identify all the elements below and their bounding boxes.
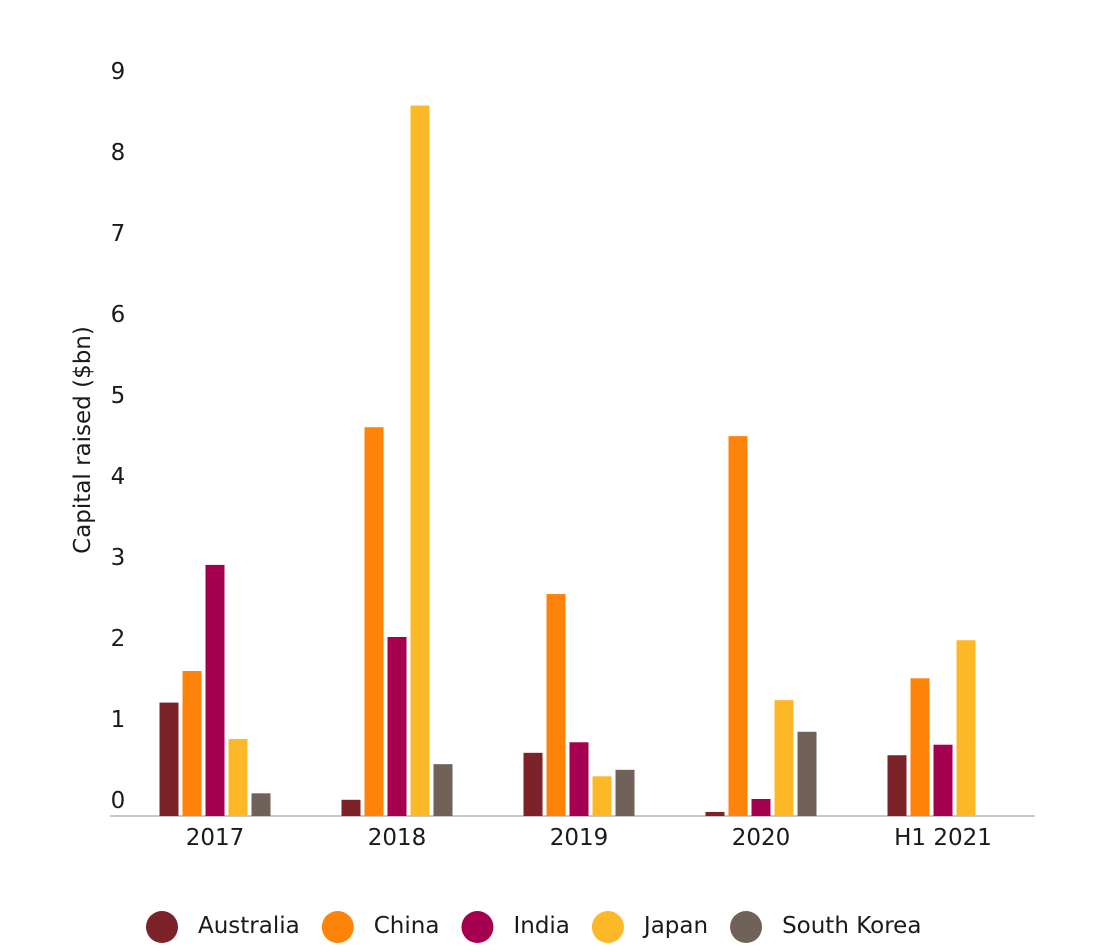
legend-label: India	[513, 913, 569, 939]
bar	[615, 769, 635, 816]
bar	[182, 671, 202, 816]
bar	[592, 776, 612, 816]
bar	[387, 636, 407, 816]
y-tick-label: 8	[111, 140, 126, 166]
y-axis-label: Capital raised ($bn)	[70, 326, 96, 554]
legend-marker	[730, 911, 763, 943]
x-tick-label: H1 2021	[894, 825, 992, 851]
y-tick-label: 4	[111, 464, 126, 490]
bar	[433, 764, 453, 816]
bar	[228, 739, 248, 816]
bar	[887, 755, 907, 816]
legend-label: Japan	[642, 913, 708, 939]
bar	[341, 799, 361, 816]
bar	[774, 700, 794, 816]
bar	[569, 742, 589, 816]
bar	[205, 564, 225, 816]
y-tick-label: 9	[111, 59, 126, 85]
y-tick-label: 0	[111, 788, 126, 814]
bar	[956, 640, 976, 816]
bar	[251, 793, 271, 816]
bar	[797, 731, 817, 816]
bar	[910, 678, 930, 816]
bar	[705, 811, 725, 816]
y-tick-label: 6	[111, 302, 126, 328]
legend-label: South Korea	[782, 913, 921, 939]
legend-marker	[146, 911, 178, 943]
y-tick-label: 3	[111, 545, 126, 571]
legend-label: Australia	[198, 913, 300, 939]
legend-label: China	[374, 913, 440, 939]
x-tick-label: 2020	[732, 825, 791, 851]
legend-marker	[461, 911, 494, 943]
y-tick-label: 7	[111, 221, 126, 247]
y-tick-label: 1	[111, 707, 126, 733]
bar	[933, 744, 953, 816]
legend-marker	[321, 911, 354, 943]
x-tick-label: 2018	[368, 825, 427, 851]
bar	[364, 427, 384, 816]
y-tick-label: 5	[111, 383, 126, 409]
bar	[523, 752, 543, 816]
bar	[546, 594, 566, 816]
bar	[410, 105, 430, 816]
bar	[751, 798, 771, 816]
x-tick-label: 2017	[186, 825, 245, 851]
x-tick-label: 2019	[550, 825, 609, 851]
y-tick-label: 2	[111, 626, 126, 652]
bar	[728, 436, 748, 816]
bar	[159, 702, 179, 816]
legend-marker	[591, 911, 624, 943]
